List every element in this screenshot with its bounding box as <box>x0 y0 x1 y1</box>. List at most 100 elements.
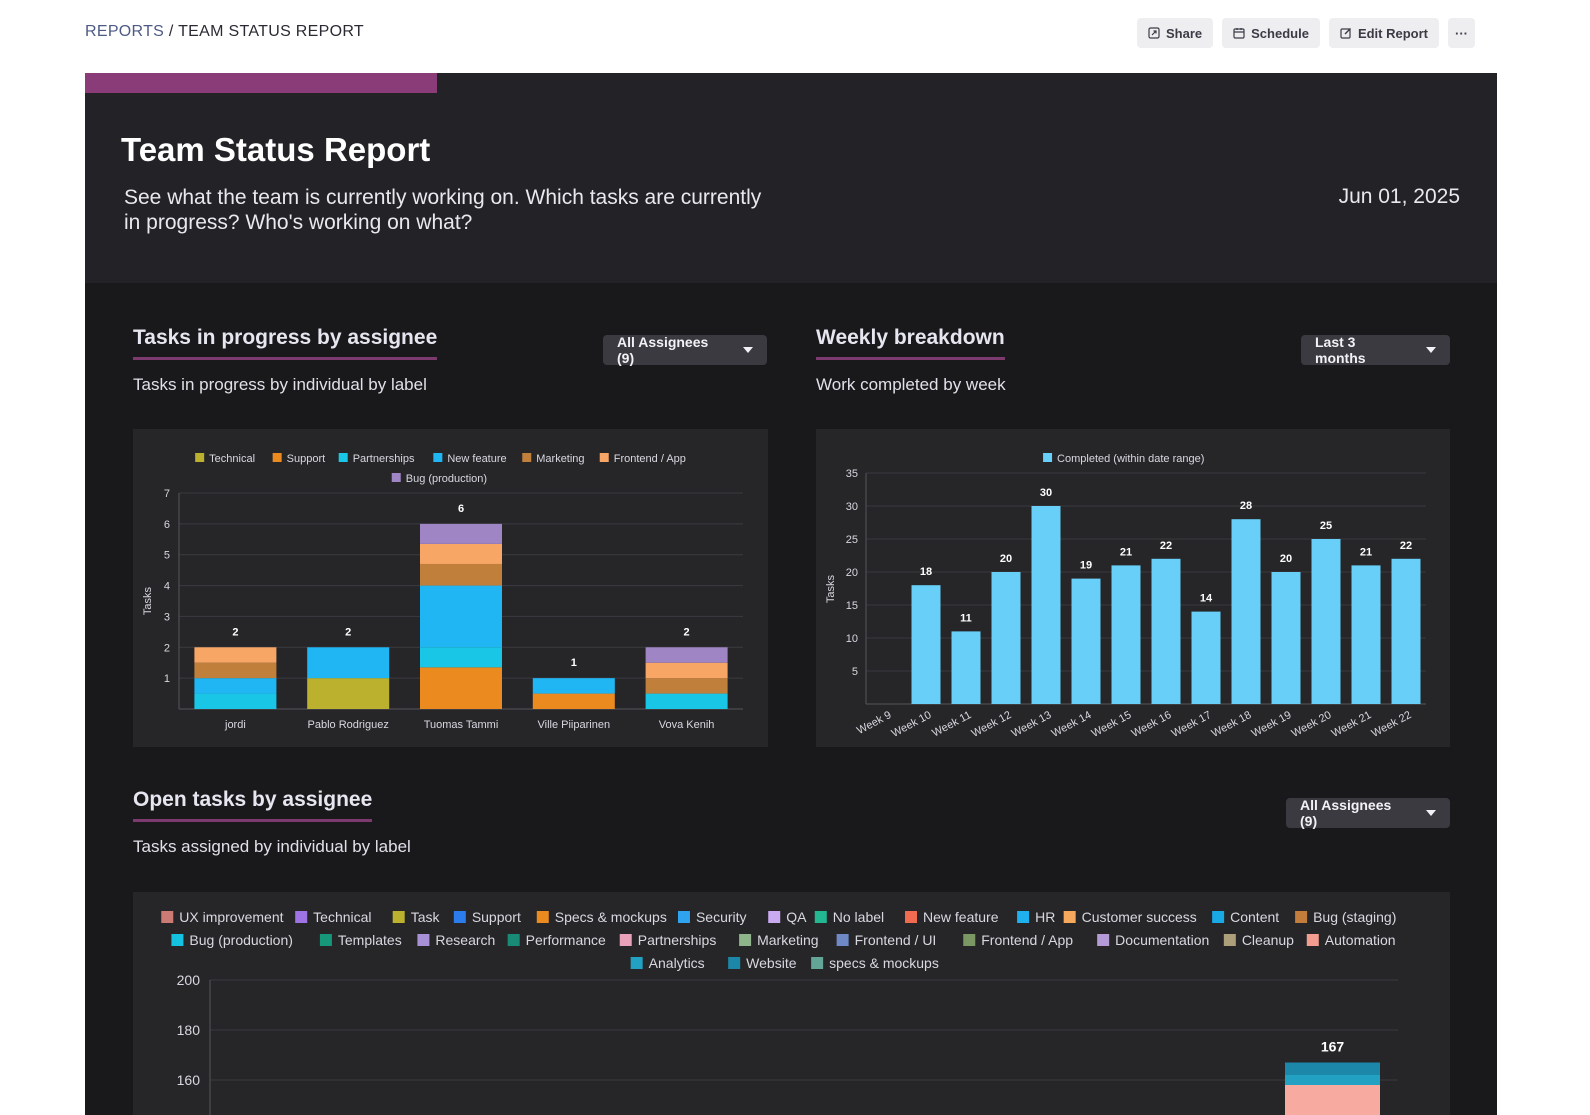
assignee-filter-dropdown[interactable]: All Assignees (9) <box>603 334 767 366</box>
bar-week-19 <box>1271 572 1301 704</box>
legend-label-marketing: Marketing <box>757 932 818 948</box>
bar-segment-ville-piiparinen-new-feature <box>532 678 615 694</box>
bar-value-label: 30 <box>1040 487 1052 499</box>
y-tick-label: 2 <box>164 642 170 654</box>
legend-swatch-marketing <box>739 934 752 946</box>
bar-value-label: 11 <box>960 612 972 624</box>
legend-label-ux-improvement: UX improvement <box>179 909 283 925</box>
legend-swatch-partnerships <box>619 934 632 946</box>
bar-total-label: 2 <box>232 626 238 638</box>
more-options-button[interactable]: ··· <box>1448 18 1475 48</box>
y-tick-label: 25 <box>846 534 858 546</box>
report-title: Team Status Report <box>121 131 431 168</box>
share-icon <box>1148 27 1160 39</box>
legend-label-bug-production: Bug (production) <box>189 932 293 948</box>
legend-swatch-documentation <box>1097 934 1110 946</box>
y-tick-label: 15 <box>846 600 858 612</box>
bar-segment-automation <box>1285 1085 1380 1115</box>
legend-swatch-security <box>677 911 690 923</box>
legend-swatch-hr <box>1017 911 1030 923</box>
bar-value-label: 20 <box>1280 553 1292 565</box>
bar-week-18 <box>1231 519 1261 704</box>
legend-swatch-performance <box>507 934 520 946</box>
bar-segment-vova-kenih-frontend-app <box>645 662 728 679</box>
y-tick-label: 1 <box>164 673 170 685</box>
bar-value-label: 21 <box>1120 546 1132 558</box>
legend-label-bug-staging: Bug (staging) <box>1313 909 1396 925</box>
bar-total-label: 167 <box>1321 1039 1345 1055</box>
bar-value-label: 14 <box>1200 593 1213 605</box>
x-tick-label: Week 9 <box>855 709 893 737</box>
legend-label-new-feature: New feature <box>447 453 506 465</box>
bar-week-15 <box>1111 565 1141 704</box>
legend-swatch-frontend-app <box>599 453 609 462</box>
legend-swatch-bug-production <box>171 934 184 946</box>
more-icon: ··· <box>1455 25 1468 41</box>
legend-label-new-feature: New feature <box>923 909 999 925</box>
edit-report-label: Edit Report <box>1357 25 1428 41</box>
bar-segment-tuomas-tammi-support <box>420 667 502 709</box>
x-tick-label: Week 16 <box>1130 709 1174 740</box>
bar-week-14 <box>1071 578 1101 704</box>
legend-swatch-new-feature <box>905 911 918 923</box>
legend-label-technical: Technical <box>313 909 371 925</box>
edit-icon <box>1340 28 1351 39</box>
bar-segment-website <box>1285 1062 1380 1075</box>
legend-label-customer-success: Customer success <box>1082 909 1197 925</box>
legend-label-task: Task <box>411 909 441 925</box>
legend-label-cleanup: Cleanup <box>1242 932 1294 948</box>
breadcrumb-reports-link[interactable]: REPORTS <box>85 23 165 40</box>
legend-swatch-completed <box>1043 453 1053 462</box>
edit-report-button[interactable]: Edit Report <box>1328 18 1439 48</box>
legend-swatch-frontend-app <box>963 934 976 946</box>
y-tick-label: 10 <box>846 633 858 645</box>
y-tick-label: 7 <box>164 488 170 500</box>
legend-label-frontend-app: Frontend / App <box>614 453 686 465</box>
legend-label-hr: HR <box>1035 909 1055 925</box>
x-tick-label: Week 18 <box>1210 709 1254 740</box>
legend-swatch-support <box>272 453 282 462</box>
calendar-icon <box>1233 28 1245 39</box>
report-container: Team Status Report See what the team is … <box>85 73 1497 1115</box>
open-tasks-title: Open tasks by assignee <box>133 788 373 822</box>
y-tick-label: 35 <box>846 468 858 480</box>
tasks-in-progress-title: Tasks in progress by assignee <box>133 326 438 360</box>
x-tick-label: Week 21 <box>1330 709 1374 740</box>
legend-label-qa: QA <box>786 909 807 925</box>
bar-segment-vova-kenih-bug-production <box>645 647 728 663</box>
schedule-button[interactable]: Schedule <box>1222 18 1320 48</box>
legend-label-automation: Automation <box>1325 932 1396 948</box>
legend-swatch-task <box>392 911 405 923</box>
bar-segment-jordi-frontend-app <box>194 647 277 663</box>
bar-value-label: 25 <box>1320 520 1332 532</box>
legend-swatch-customer-success <box>1063 911 1076 923</box>
y-axis-label: Tasks <box>142 586 154 615</box>
weekly-breakdown-subtitle: Work completed by week <box>816 375 1006 394</box>
bar-total-label: 2 <box>345 626 351 638</box>
legend-label-partnerships: Partnerships <box>353 453 415 465</box>
bar-segment-vova-kenih-marketing <box>645 678 728 694</box>
legend-label-templates: Templates <box>338 932 402 948</box>
legend-label-research: Research <box>435 932 495 948</box>
weekly-breakdown-chart: Completed (within date range) 5 10 15 20 25 30… <box>816 429 1450 747</box>
y-tick-label: 180 <box>177 1022 201 1038</box>
report-actions: Share Schedule Edit Report ··· <box>1137 18 1475 48</box>
bar-segment-jordi-partnerships <box>194 693 277 709</box>
bar-value-label: 22 <box>1400 540 1412 552</box>
legend-label-documentation: Documentation <box>1115 932 1209 948</box>
bar-segment-tuomas-tammi-marketing <box>420 563 502 586</box>
y-tick-label: 6 <box>164 519 170 531</box>
open-tasks-assignee-dropdown[interactable]: All Assignees (9) <box>1286 797 1450 829</box>
chevron-down-icon <box>743 347 753 353</box>
date-range-dropdown[interactable]: Last 3 months <box>1301 334 1450 366</box>
legend-swatch-frontend-ui <box>836 934 849 946</box>
share-button[interactable]: Share <box>1137 18 1214 48</box>
x-tick-label: Week 13 <box>1010 709 1054 740</box>
bar-total-label: 6 <box>458 503 464 515</box>
open-tasks-subtitle: Tasks assigned by individual by label <box>133 837 411 856</box>
legend-swatch-cleanup <box>1223 934 1236 946</box>
open-tasks-assignee-value: All Assignees (9) <box>1300 797 1392 829</box>
y-tick-label: 20 <box>846 567 858 579</box>
legend-swatch-no-label <box>814 911 827 923</box>
bar-week-17 <box>1191 611 1221 704</box>
